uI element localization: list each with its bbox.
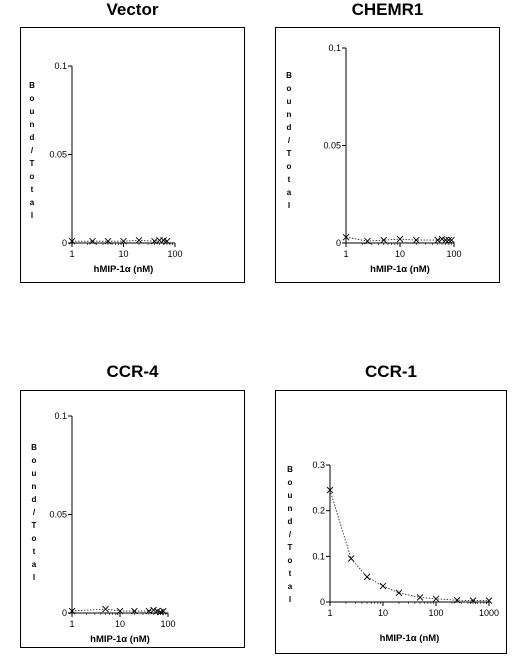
y-tick-label: 0.1 (312, 551, 325, 561)
data-point (347, 555, 355, 562)
y-tick-label: 0 (62, 238, 67, 248)
data-point (135, 237, 143, 244)
y-tick-label: 0 (62, 608, 67, 618)
y-tick-label: 0.3 (312, 460, 325, 470)
data-point (104, 237, 112, 245)
data-point (469, 597, 477, 604)
x-tick-label: 100 (167, 249, 182, 259)
data-point (416, 594, 424, 601)
data-point (131, 607, 138, 615)
series-line (345, 236, 452, 242)
y-tick-label: 0.1 (328, 43, 341, 53)
x-tick-label: 1 (343, 249, 348, 259)
data-point (326, 486, 334, 494)
x-tick-label: 100 (160, 619, 175, 629)
data-point (448, 236, 455, 244)
y-tick-label: 0 (336, 238, 341, 248)
chart-frame (275, 390, 507, 654)
data-point (342, 233, 350, 241)
x-axis-label: hMIP-1α (nM) (380, 633, 440, 644)
data-point (445, 236, 453, 244)
y-tick-label: 0.1 (54, 411, 67, 421)
data-point (434, 236, 442, 244)
x-axis-label: hMIP-1α (nM) (90, 634, 150, 645)
y-tick-label: 0.05 (49, 150, 67, 160)
data-point (379, 582, 387, 590)
data-point (160, 607, 167, 615)
data-point (89, 237, 96, 245)
chart-title: CHEMR1 (351, 0, 424, 19)
x-axis-label: hMIP-1α (nM) (370, 264, 430, 275)
data-point (380, 236, 388, 244)
data-point (102, 605, 109, 613)
x-tick-label: 1 (69, 619, 74, 629)
x-tick-label: 1 (69, 249, 74, 259)
chart-title: CCR-4 (106, 362, 159, 381)
chart-frame (275, 27, 500, 283)
series-line (71, 608, 164, 613)
x-tick-label: 10 (115, 619, 125, 629)
x-tick-label: 1 (327, 608, 332, 618)
data-point (120, 237, 127, 245)
chart-title: Vector (106, 0, 159, 19)
y-tick-label: 0.2 (312, 506, 325, 516)
data-point (116, 607, 124, 615)
chart-frame (20, 390, 245, 648)
x-tick-label: 10 (118, 249, 128, 259)
series-line (329, 489, 489, 602)
data-point (396, 235, 404, 243)
x-axis-label: hMIP-1α (nM) (94, 264, 154, 275)
data-point (364, 237, 371, 245)
data-point (453, 596, 461, 604)
data-point (68, 237, 76, 245)
data-point (150, 606, 157, 614)
data-point (395, 589, 403, 597)
data-point (432, 595, 440, 603)
y-tick-label: 0 (320, 597, 325, 607)
y-tick-label: 0.05 (49, 510, 67, 520)
x-tick-label: 10 (395, 249, 405, 259)
data-point (412, 236, 420, 244)
chart-title: CCR-1 (365, 362, 417, 381)
x-tick-label: 100 (446, 249, 461, 259)
x-tick-label: 10 (378, 608, 388, 618)
data-point (485, 597, 493, 604)
data-point (442, 236, 449, 244)
series-line (72, 239, 168, 242)
data-point (163, 237, 171, 245)
data-point (68, 607, 76, 615)
x-tick-label: 1000 (479, 608, 499, 618)
data-point (363, 573, 371, 581)
y-tick-label: 0.05 (323, 141, 341, 151)
x-tick-label: 100 (428, 608, 443, 618)
y-tick-label: 0.1 (54, 61, 67, 71)
